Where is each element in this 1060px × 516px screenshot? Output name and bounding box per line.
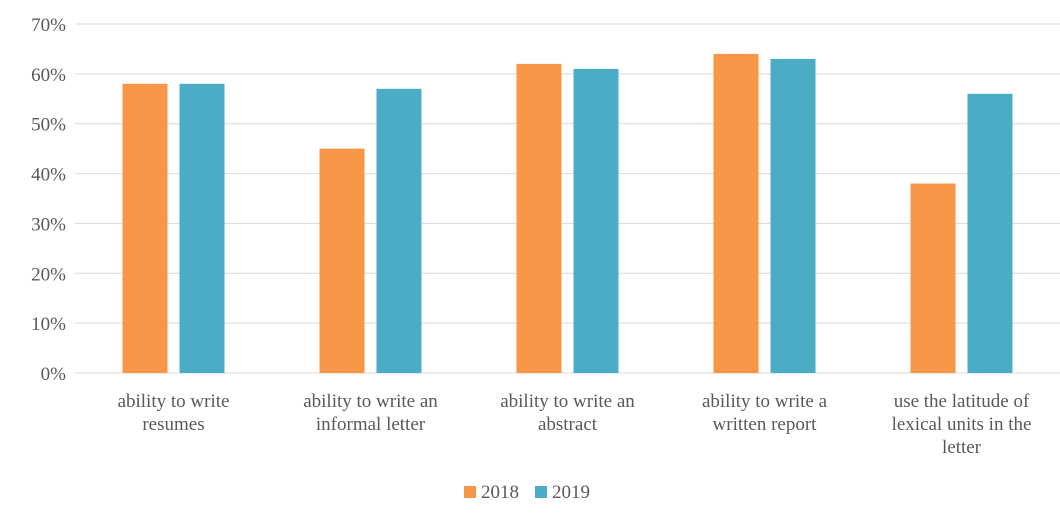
bars — [122, 53, 1013, 374]
y-tick-label: 70% — [31, 15, 66, 36]
bar-2018-4 — [713, 53, 759, 374]
x-tick-label: use the latitude of — [894, 391, 1030, 412]
bar-2019-5 — [967, 93, 1013, 374]
legend-label-2018: 2018 — [481, 482, 519, 503]
gridlines — [75, 23, 1060, 374]
legend-swatch-2019 — [535, 486, 547, 498]
x-tick-label: abstract — [538, 414, 598, 435]
y-tick-label: 20% — [31, 264, 66, 285]
x-tick-label: ability to write — [118, 391, 230, 412]
y-tick-label: 50% — [31, 115, 66, 136]
bar-2018-1 — [122, 83, 168, 373]
bar-2019-2 — [376, 88, 422, 374]
y-tick-label: 40% — [31, 165, 66, 186]
bar-2018-3 — [516, 63, 562, 374]
x-tick-label: informal letter — [316, 414, 426, 435]
x-tick-label: ability to write a — [702, 391, 828, 412]
bar-2018-2 — [319, 148, 365, 373]
bar-2018-5 — [910, 183, 956, 373]
y-tick-label: 10% — [31, 314, 66, 335]
bar-2019-1 — [179, 83, 225, 373]
x-tick-label: ability to write an — [303, 391, 438, 412]
y-tick-label: 60% — [31, 65, 66, 86]
x-tick-label: lexical units in the — [892, 414, 1032, 435]
x-tick-label: resumes — [142, 414, 204, 435]
bar-2019-4 — [770, 58, 816, 374]
x-tick-label: written report — [713, 414, 818, 435]
y-tick-label: 30% — [31, 214, 66, 235]
y-tick-label: 0% — [41, 364, 67, 385]
x-tick-label: ability to write an — [500, 391, 635, 412]
legend: 2018 2019 — [464, 482, 590, 503]
y-axis-ticks: 0% 10% 20% 30% 40% 50% 60% 70% — [31, 15, 66, 385]
legend-swatch-2018 — [464, 486, 476, 498]
legend-label-2019: 2019 — [552, 482, 590, 503]
x-tick-label: letter — [942, 437, 982, 458]
bar-2019-3 — [573, 68, 619, 373]
